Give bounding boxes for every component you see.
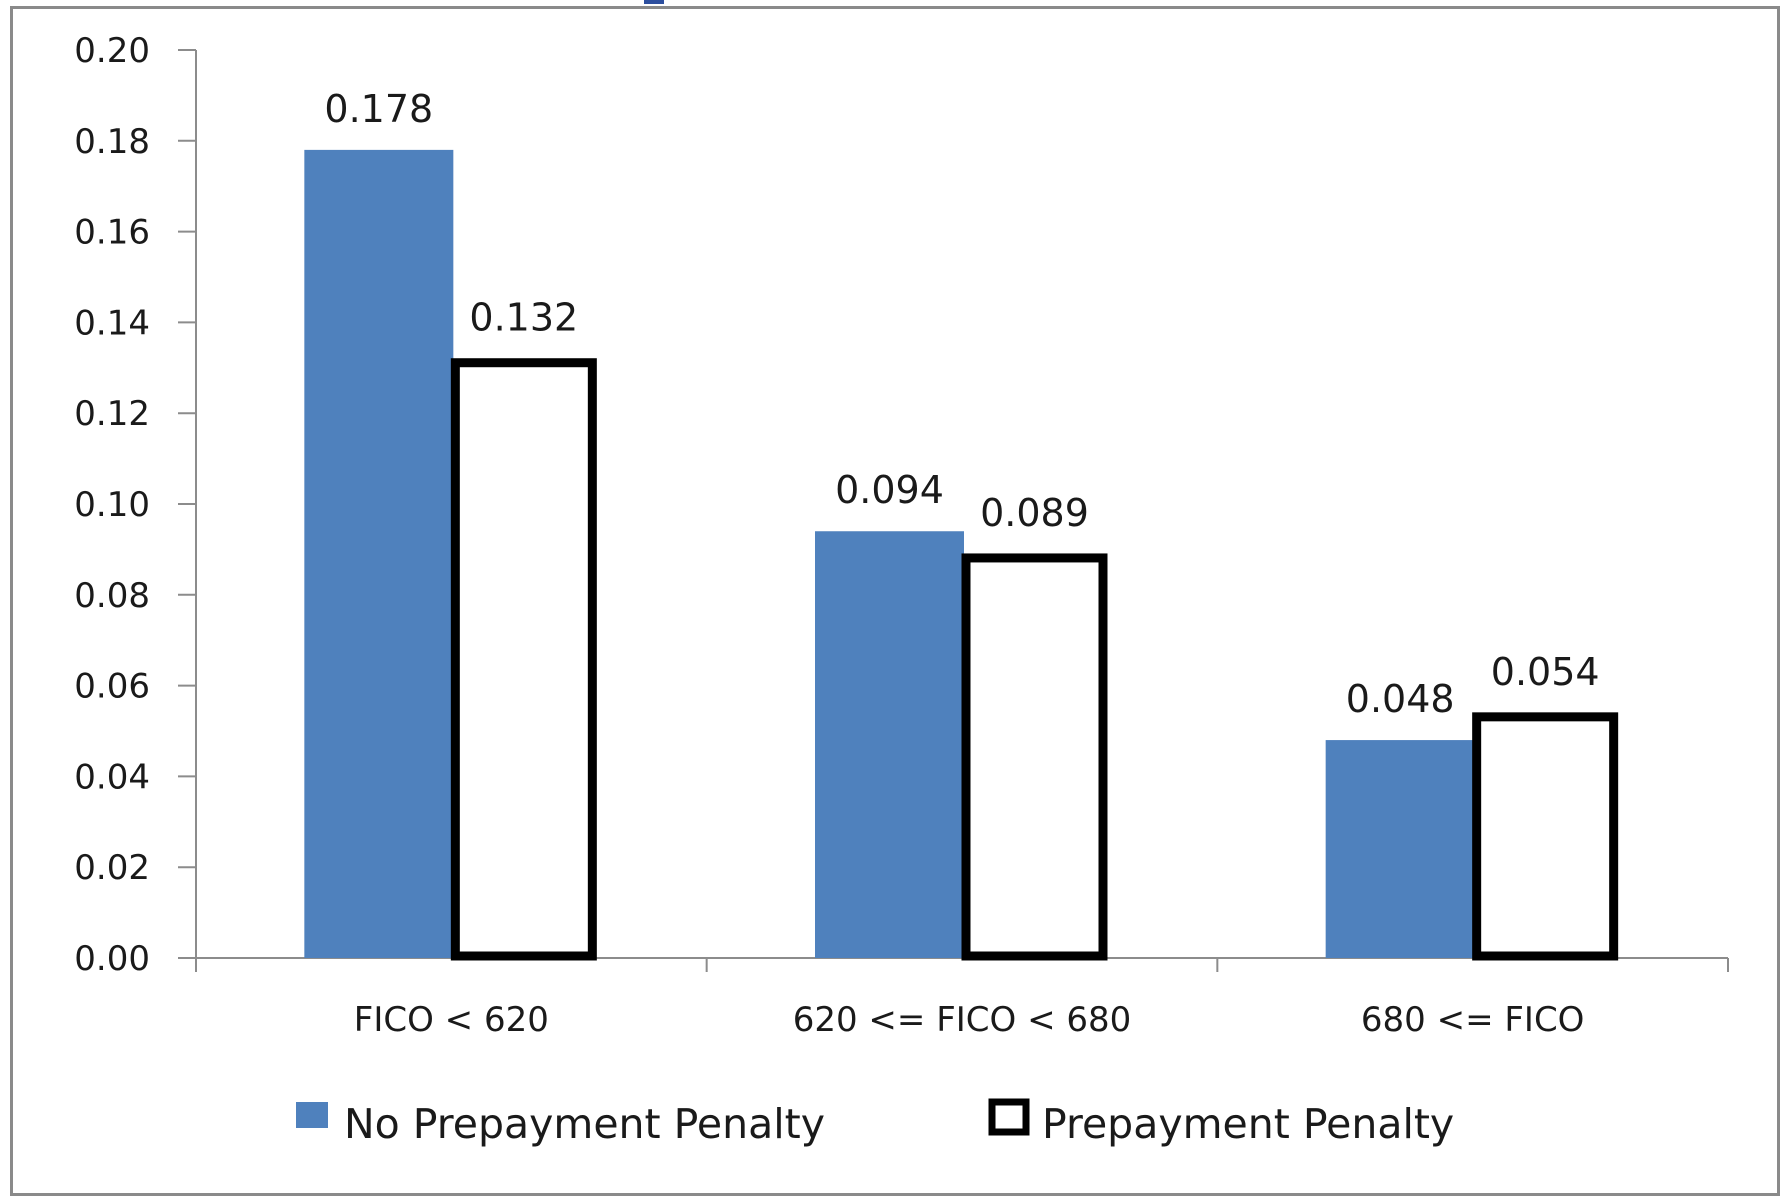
y-tick-label: 0.02 [74, 848, 150, 888]
data-labels: 0.178 0.132 0.094 0.089 0.048 0.054 [324, 87, 1599, 721]
data-label: 0.178 [324, 87, 433, 131]
y-tick-label: 0.06 [74, 667, 150, 707]
bar-no-prepayment-penalty [815, 531, 964, 958]
data-label: 0.048 [1346, 677, 1455, 721]
y-tick-label: 0.04 [74, 757, 150, 797]
data-label: 0.094 [835, 468, 944, 512]
x-category-label: 680 <= FICO [1361, 1000, 1585, 1040]
y-tick-label: 0.00 [74, 939, 150, 979]
axes: 0.00 0.02 0.04 0.06 0.08 0.10 0.12 0.14 0.16 0.18… [74, 31, 1729, 1040]
data-label: 0.054 [1491, 650, 1600, 694]
data-label: 0.132 [469, 296, 578, 340]
x-category-label: FICO < 620 [354, 1000, 549, 1040]
bar-prepayment-penalty [961, 553, 1108, 961]
x-category-label: 620 <= FICO < 680 [793, 1000, 1132, 1040]
bar-no-prepayment-penalty [304, 149, 454, 958]
bars [304, 149, 1619, 961]
y-tick-label: 0.20 [74, 31, 150, 71]
legend-label-prepayment-penalty: Prepayment Penalty [1042, 1100, 1454, 1148]
y-tick-label: 0.18 [74, 122, 150, 162]
y-tick-label: 0.16 [74, 213, 150, 253]
bar-prepayment-penalty [1472, 712, 1619, 961]
legend-swatch-no-prepayment-penalty [296, 1102, 328, 1128]
legend-swatch-prepayment-penalty [988, 1098, 1030, 1136]
legend: No Prepayment Penalty Prepayment Penalty [296, 1098, 1454, 1148]
bar-prepayment-penalty [450, 358, 597, 961]
data-label: 0.089 [980, 491, 1089, 535]
y-tick-label: 0.10 [74, 485, 150, 525]
y-tick-label: 0.12 [74, 394, 150, 434]
legend-label-no-prepayment-penalty: No Prepayment Penalty [344, 1100, 825, 1148]
y-tick-label: 0.14 [74, 303, 150, 343]
top-edge-mark [644, 0, 664, 4]
bar-no-prepayment-penalty [1325, 740, 1475, 958]
y-tick-label: 0.08 [74, 576, 150, 616]
